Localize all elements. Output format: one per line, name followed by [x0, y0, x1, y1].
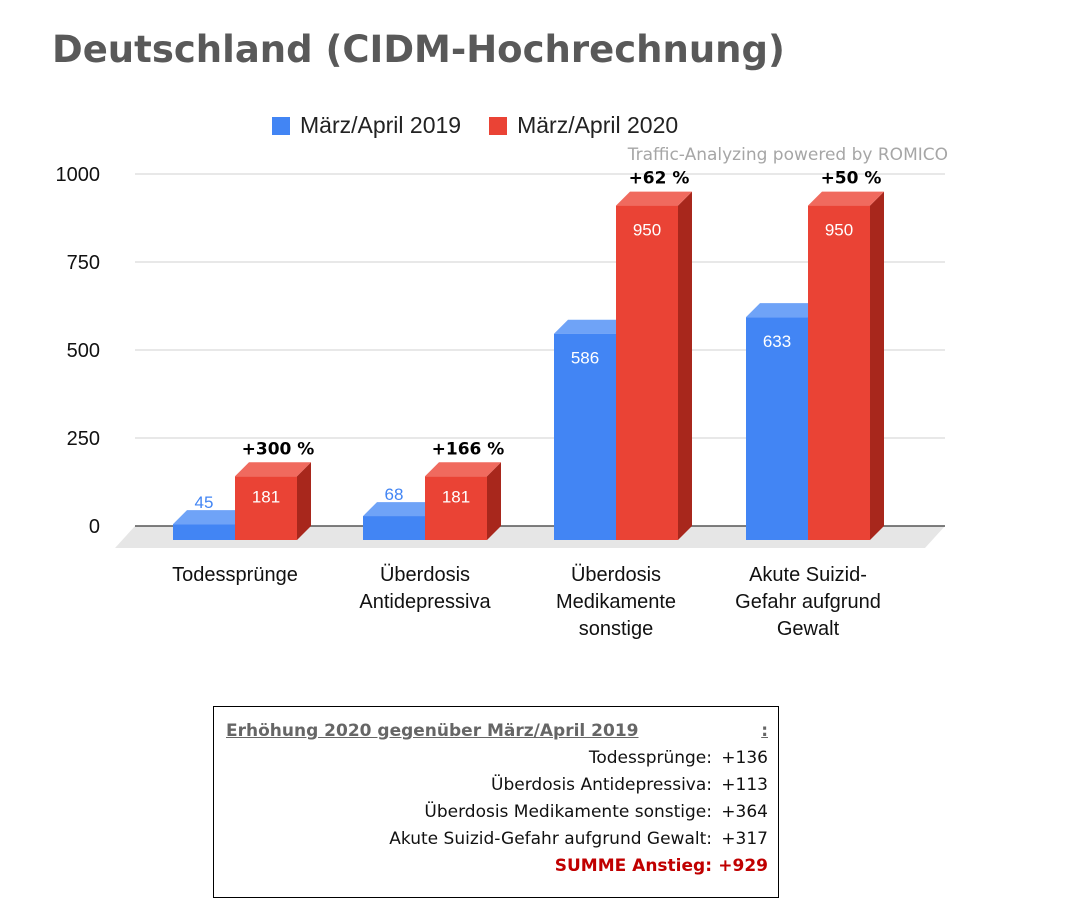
x-tick-label: Überdosis Medikamente sonstige — [555, 564, 677, 640]
increase-label: +300 % — [242, 439, 315, 459]
increase-label: +166 % — [432, 439, 505, 459]
summary-row-label: Überdosis Medikamente sonstige: — [424, 802, 712, 822]
increase-label: +50 % — [821, 169, 882, 189]
x-tick-label: Überdosis Antidepressiva — [359, 564, 491, 613]
bar-value-label: 181 — [442, 487, 470, 506]
summary-row: Überdosis Antidepressiva: +113 — [226, 772, 768, 799]
bar-value-label: 950 — [633, 221, 661, 240]
bar-top — [616, 191, 692, 206]
bar-top — [746, 303, 822, 318]
bar-value-label: 181 — [252, 487, 280, 506]
bar — [554, 333, 616, 540]
credit-watermark: Traffic-Analyzing powered by ROMICO — [627, 145, 948, 165]
bar-top — [554, 319, 630, 334]
bar-chart: 1000 750 500 250 0 45 181 +300 % 68 181 +166 % 586 9… — [56, 164, 945, 548]
summary-table: Erhöhung 2020 gegenüber März/April 2019 … — [213, 706, 779, 898]
summary-row: Überdosis Medikamente sonstige: +364 — [226, 799, 768, 826]
summary-heading-text: Erhöhung 2020 gegenüber März/April 2019 — [226, 721, 639, 741]
bar-side — [297, 462, 311, 540]
bar-value-label: 950 — [825, 221, 853, 240]
legend: März/April 2019 März/April 2020 — [272, 112, 678, 139]
y-tick-label: 1000 — [56, 164, 101, 186]
legend-item-2019: März/April 2019 — [272, 112, 461, 139]
summary-row: Akute Suizid-Gefahr aufgrund Gewalt: +31… — [226, 826, 768, 853]
bar-top — [808, 191, 884, 206]
x-tick-label: Akute Suizid- Gefahr aufgrund Gewalt — [735, 564, 881, 640]
chart-title: Deutschland (CIDM-Hochrechnung) — [52, 28, 785, 71]
summary-row-label: Überdosis Antidepressiva: — [491, 775, 712, 795]
increase-label: +62 % — [629, 169, 690, 189]
legend-label-2020: März/April 2020 — [517, 112, 679, 138]
legend-swatch-2019 — [272, 116, 290, 135]
summary-row-label: Akute Suizid-Gefahr aufgrund Gewalt: — [389, 829, 712, 849]
summary-row-value: +317 — [721, 829, 768, 849]
bar — [425, 476, 487, 540]
bar-value-label: 45 — [195, 493, 214, 512]
bar-side — [870, 191, 884, 540]
bar-top — [235, 462, 311, 477]
bar-value-label: 633 — [763, 332, 791, 351]
bar-top — [363, 502, 439, 517]
bar — [808, 205, 870, 540]
bar-top — [425, 462, 501, 477]
bar-top — [173, 510, 249, 525]
summary-heading-colon: : — [761, 721, 768, 741]
bar-side — [487, 462, 501, 540]
summary-total-label: SUMME Anstieg: — [554, 856, 712, 876]
bar — [616, 205, 678, 540]
bar — [363, 516, 425, 540]
summary-heading: Erhöhung 2020 gegenüber März/April 2019 … — [226, 721, 768, 741]
y-tick-label: 250 — [67, 428, 100, 450]
summary-row-label: Todessprünge: — [588, 748, 712, 768]
summary-total-value: +929 — [718, 856, 768, 876]
y-tick-label: 750 — [67, 252, 100, 274]
bar-side — [678, 191, 692, 540]
legend-label-2019: März/April 2019 — [300, 112, 462, 138]
bar-value-label: 68 — [385, 485, 404, 504]
bar — [746, 317, 808, 540]
summary-row-value: +113 — [721, 775, 768, 795]
summary-row: Todessprünge: +136 — [226, 745, 768, 772]
chart-floor — [115, 526, 945, 548]
y-tick-label: 500 — [67, 340, 100, 362]
legend-item-2020: März/April 2020 — [489, 112, 678, 139]
x-tick-label: Todessprünge — [172, 564, 298, 586]
legend-swatch-2020 — [489, 116, 508, 135]
summary-row-value: +136 — [721, 748, 768, 768]
bar — [235, 476, 297, 540]
y-tick-label: 0 — [89, 516, 100, 538]
summary-row-value: +364 — [721, 802, 768, 822]
bar-value-label: 586 — [571, 349, 599, 368]
summary-total-row: SUMME Anstieg: +929 — [226, 853, 768, 880]
bar — [173, 524, 235, 540]
